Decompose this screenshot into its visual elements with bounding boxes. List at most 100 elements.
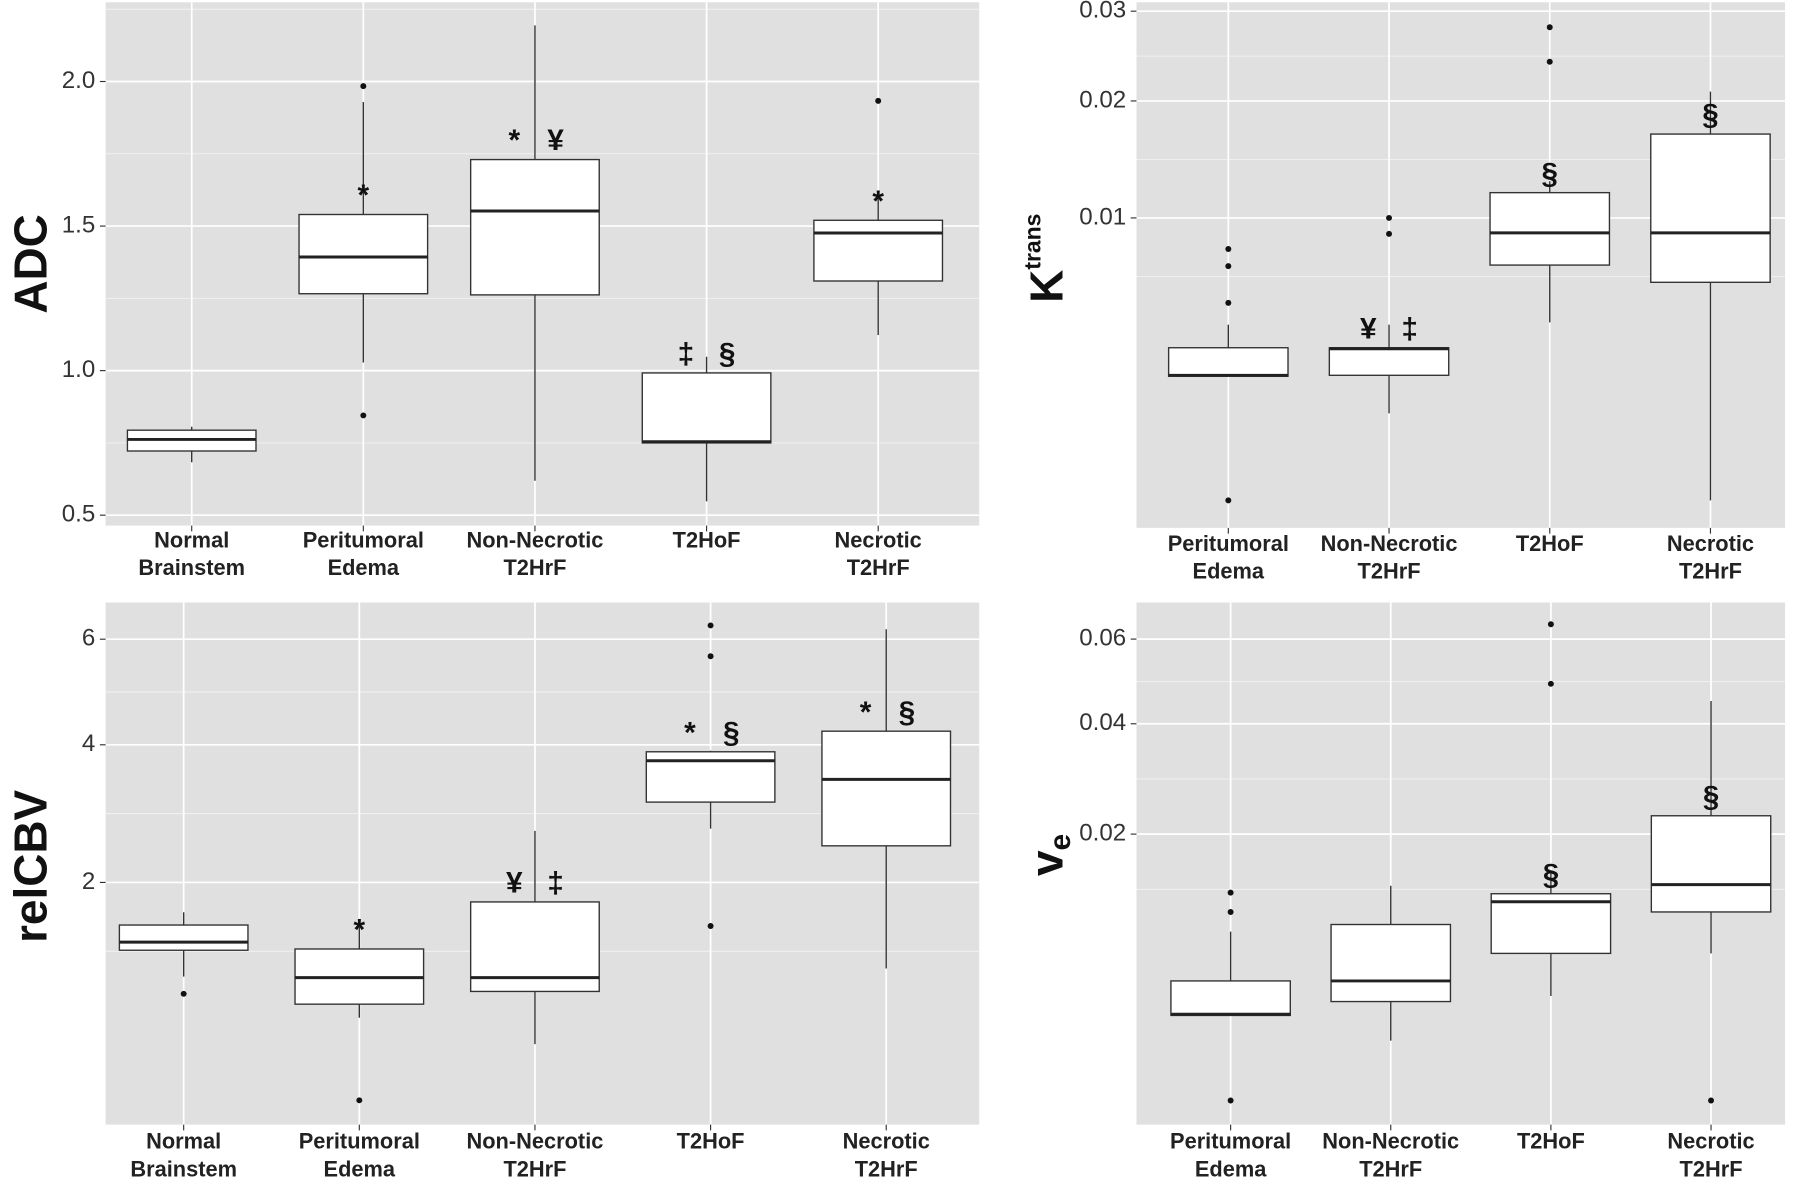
y-tick-label: 6 bbox=[82, 625, 95, 652]
x-tick-label: Non-Necrotic bbox=[1322, 1129, 1459, 1154]
outlier bbox=[360, 412, 367, 419]
box bbox=[1650, 133, 1771, 284]
box bbox=[1328, 347, 1450, 376]
x-tick-label: Non-Necrotic bbox=[467, 527, 604, 552]
annotation: * bbox=[860, 696, 872, 729]
x-tick-label: Normal bbox=[146, 1129, 221, 1154]
y-axis-title-group: relCBV bbox=[5, 790, 57, 943]
y-tick-label: 0.04 bbox=[1079, 709, 1126, 736]
box bbox=[1167, 347, 1289, 377]
x-tick-label: Normal bbox=[154, 527, 229, 552]
box bbox=[813, 219, 944, 282]
y-axis-title-group: ADC bbox=[5, 214, 57, 313]
y-axis-title-main: v bbox=[1021, 850, 1073, 876]
x-tick-label: Brainstem bbox=[138, 555, 245, 580]
outlier bbox=[356, 1097, 363, 1104]
x-tick-label: Edema bbox=[324, 1156, 396, 1181]
box bbox=[1490, 893, 1612, 955]
y-axis-title: ADC bbox=[5, 214, 57, 313]
outlier bbox=[1225, 497, 1232, 504]
annotation: § bbox=[1703, 780, 1720, 813]
outlier bbox=[1227, 1097, 1234, 1104]
x-tick-label: Necrotic bbox=[1667, 1129, 1754, 1154]
x-tick-label: T2HrF bbox=[503, 1156, 566, 1181]
x-tick-label: T2HrF bbox=[1680, 1156, 1743, 1181]
annotation: ¥ bbox=[547, 124, 564, 157]
x-tick-label: T2HrF bbox=[503, 555, 566, 580]
outlier bbox=[180, 990, 187, 997]
annotation: ‡ bbox=[547, 867, 564, 900]
x-tick-label: Brainstem bbox=[130, 1156, 237, 1181]
outlier bbox=[1386, 214, 1393, 221]
x-tick-label: T2HoF bbox=[673, 527, 741, 552]
box bbox=[1489, 191, 1611, 266]
y-axis-title: relCBV bbox=[5, 790, 57, 943]
x-tick-label: Peritumoral bbox=[1170, 1129, 1291, 1154]
x-tick-label: T2HoF bbox=[1516, 531, 1584, 556]
panel-background bbox=[105, 602, 980, 1125]
x-tick-label: T2HrF bbox=[1679, 558, 1742, 583]
y-axis-title: Ktrans bbox=[1019, 214, 1072, 303]
x-tick-label: Peritumoral bbox=[303, 527, 424, 552]
y-tick-label: 1.0 bbox=[62, 356, 96, 383]
y-axis-title-main: relCBV bbox=[5, 790, 57, 943]
x-tick-label: Necrotic bbox=[843, 1129, 930, 1154]
outlier bbox=[1225, 263, 1232, 270]
x-tick-label: Non-Necrotic bbox=[1321, 531, 1458, 556]
annotation: ‡ bbox=[678, 338, 695, 371]
annotation: § bbox=[719, 338, 736, 371]
annotation: § bbox=[899, 696, 916, 729]
x-tick-label: Non-Necrotic bbox=[467, 1129, 604, 1154]
annotation: * bbox=[508, 124, 520, 157]
y-tick-label: 0.01 bbox=[1079, 203, 1126, 230]
annotation: § bbox=[1702, 99, 1719, 132]
y-axis-title-group: ve bbox=[1021, 834, 1077, 876]
x-tick-label: T2HoF bbox=[1517, 1129, 1585, 1154]
y-tick-label: 2 bbox=[82, 868, 95, 895]
y-tick-label: 0.02 bbox=[1079, 86, 1126, 113]
y-tick-label: 0.5 bbox=[62, 501, 96, 528]
x-tick-label: Edema bbox=[1195, 1156, 1267, 1181]
x-tick-label: T2HoF bbox=[677, 1129, 745, 1154]
y-tick-label: 2.0 bbox=[62, 67, 96, 94]
box bbox=[821, 730, 952, 847]
annotation: § bbox=[1541, 157, 1558, 190]
y-axis-title: ve bbox=[1021, 834, 1077, 876]
x-tick-label: Peritumoral bbox=[299, 1129, 420, 1154]
x-tick-label: T2HrF bbox=[1359, 1156, 1422, 1181]
annotation: * bbox=[354, 914, 366, 947]
y-axis-title-sup: trans bbox=[1019, 214, 1045, 270]
annotation: § bbox=[1543, 858, 1560, 891]
annotation: ‡ bbox=[1401, 312, 1418, 345]
y-axis-title-main: K bbox=[1021, 270, 1073, 303]
box bbox=[641, 372, 772, 444]
y-tick-label: 0.02 bbox=[1079, 819, 1126, 846]
annotation: * bbox=[872, 185, 884, 218]
outlier bbox=[1708, 1097, 1715, 1104]
x-tick-label: Peritumoral bbox=[1168, 531, 1289, 556]
outlier bbox=[707, 622, 714, 629]
x-tick-label: Edema bbox=[328, 555, 400, 580]
x-tick-label: T2HrF bbox=[855, 1156, 918, 1181]
outlier bbox=[1546, 24, 1553, 31]
outlier bbox=[1225, 299, 1232, 306]
annotation: * bbox=[684, 716, 696, 749]
box bbox=[1650, 815, 1772, 913]
box bbox=[118, 924, 249, 951]
outlier bbox=[1547, 680, 1554, 687]
y-tick-label: 0.06 bbox=[1079, 624, 1126, 651]
annotation: ¥ bbox=[506, 867, 523, 900]
outlier bbox=[1546, 58, 1553, 65]
y-tick-label: 1.5 bbox=[62, 211, 96, 238]
annotation: § bbox=[723, 716, 740, 749]
annotation: * bbox=[358, 179, 370, 212]
box bbox=[469, 158, 600, 296]
y-axis-title-main: ADC bbox=[5, 214, 57, 313]
outlier bbox=[1227, 908, 1234, 915]
outlier bbox=[875, 97, 882, 104]
annotation: ¥ bbox=[1360, 312, 1377, 345]
x-tick-label: T2HrF bbox=[847, 555, 910, 580]
outlier bbox=[1227, 889, 1234, 896]
y-axis-title-group: Ktrans bbox=[1019, 214, 1072, 303]
